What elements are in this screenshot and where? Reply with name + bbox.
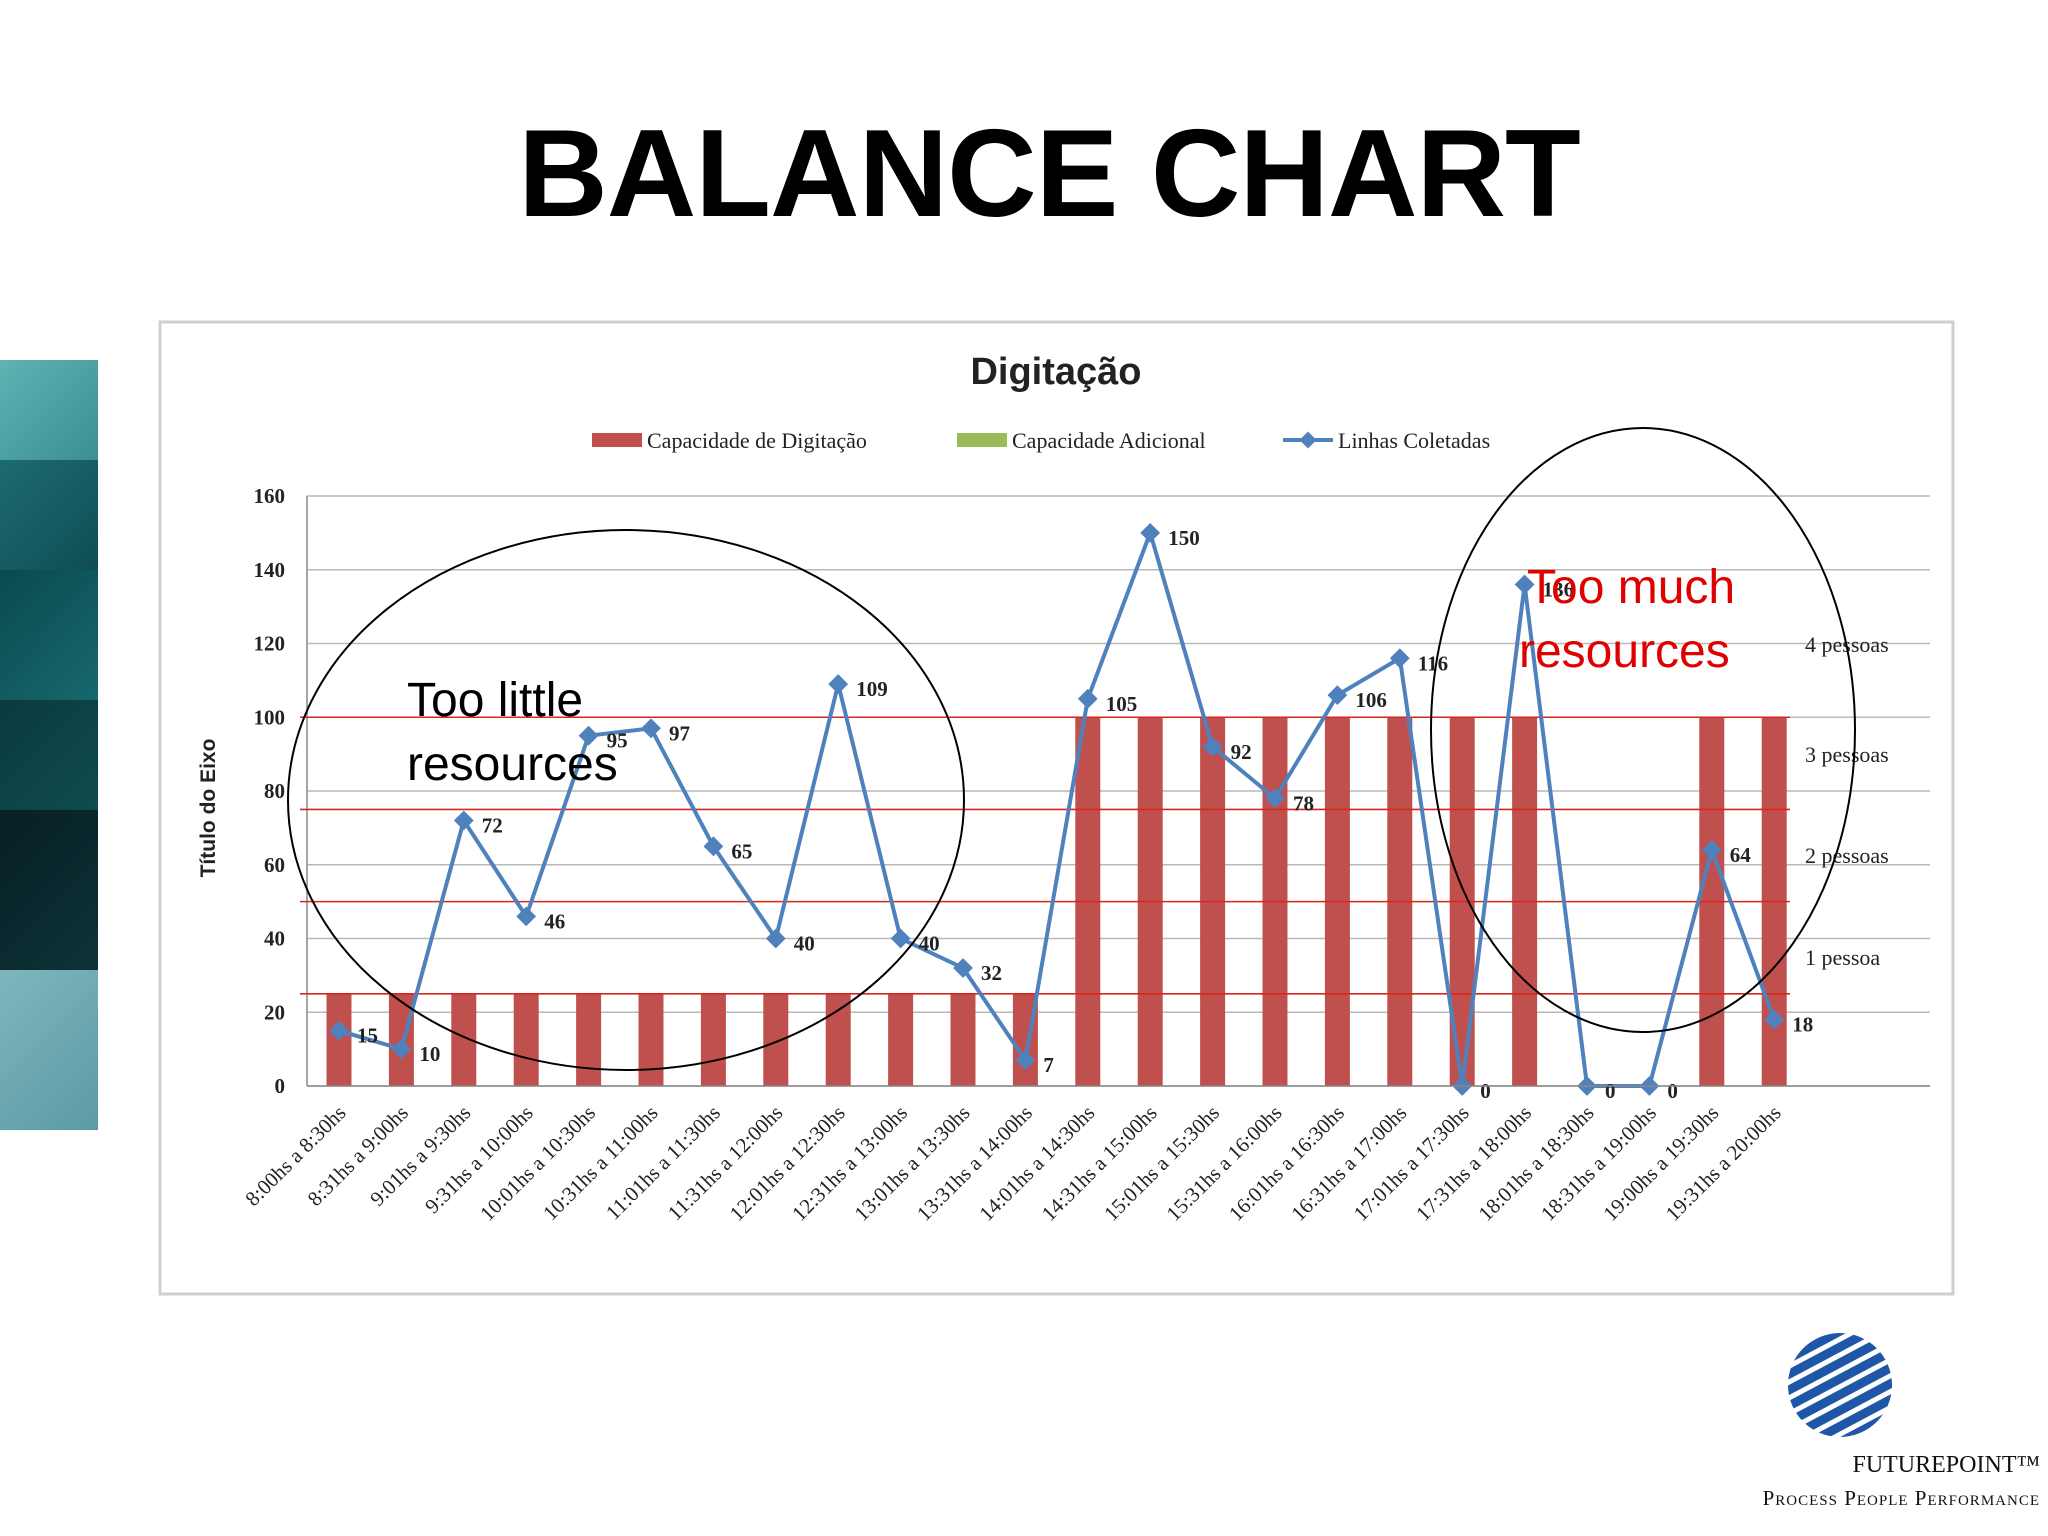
- bar: [513, 993, 539, 1086]
- line-series-path: [338, 526, 1777, 1088]
- data-label: 0: [1667, 1079, 1678, 1103]
- annotation-too-little-line1: Too little: [407, 674, 583, 727]
- line-point: [953, 958, 973, 978]
- line-point: [1764, 1009, 1785, 1030]
- line-point: [578, 725, 599, 746]
- y-axis-title: Título do Eixo: [197, 739, 220, 878]
- y-tick-label: 100: [254, 705, 286, 729]
- reference-line-label: 2 pessoas: [1805, 843, 1889, 868]
- annotation-too-much-line1: Too much: [1527, 561, 1735, 614]
- y-axis: 0 20 40 60 80 100 120 140 160: [254, 484, 308, 1098]
- chart-legend: Capacidade de Digitação Capacidade Adicio…: [592, 428, 1490, 453]
- logo-name: FUTUREPOINT™: [1852, 1452, 2040, 1478]
- legend-label: Capacidade Adicional: [1012, 428, 1206, 453]
- data-label: 0: [1480, 1079, 1491, 1103]
- chart-annotations: Too little resources Too much resources: [407, 561, 1735, 791]
- y-tick-label: 60: [264, 853, 285, 877]
- legend-label: Linhas Coletadas: [1338, 428, 1490, 453]
- logo-tagline: Process People Performance: [1762, 1486, 2040, 1510]
- legend-swatch: [592, 433, 642, 447]
- reference-line-label: 1 pessoa: [1805, 945, 1880, 970]
- line-series: 15 10 72 46 95 97 65 40 109 40 32 7 105 150 92 78 106 116…: [329, 522, 1813, 1103]
- legend-swatch: [957, 433, 1007, 447]
- line-point: [1389, 648, 1410, 669]
- data-label: 92: [1231, 740, 1252, 764]
- side-photo-strip: [0, 360, 98, 1515]
- line-point: [1077, 688, 1098, 709]
- data-label: 116: [1418, 651, 1448, 675]
- line-point: [516, 906, 537, 927]
- y-tick-label: 160: [254, 484, 286, 508]
- too-much-resources-ellipse: [1430, 427, 1856, 1033]
- line-point: [765, 928, 786, 949]
- globe-logo-icon: [1780, 1330, 1900, 1440]
- line-point: [1015, 1050, 1036, 1071]
- bar: [763, 993, 789, 1086]
- bar: [576, 993, 602, 1086]
- line-point: [1140, 522, 1161, 543]
- bar: [950, 993, 976, 1086]
- line-point: [453, 810, 474, 831]
- line-point: [890, 928, 911, 949]
- y-tick-label: 140: [254, 558, 286, 582]
- too-little-resources-ellipse: [287, 529, 965, 1071]
- data-label: 40: [919, 932, 940, 956]
- data-label: 64: [1730, 843, 1752, 867]
- bar: [638, 993, 664, 1086]
- y-tick-label: 20: [264, 1000, 285, 1024]
- y-tick-label: 120: [254, 632, 286, 656]
- line-point: [1202, 736, 1223, 757]
- data-label: 72: [482, 814, 503, 838]
- line-point: [828, 674, 849, 694]
- data-label: 106: [1355, 688, 1387, 712]
- data-label: 78: [1293, 791, 1314, 815]
- data-label: 18: [1792, 1013, 1813, 1037]
- data-label: 7: [1043, 1053, 1054, 1077]
- y-tick-label: 80: [264, 779, 285, 803]
- line-point: [329, 1020, 349, 1041]
- bar: [700, 993, 726, 1086]
- bar: [825, 993, 851, 1086]
- data-label: 136: [1543, 578, 1575, 602]
- futurepoint-logo: FUTUREPOINT™ Process People Performance: [1640, 1330, 2040, 1520]
- chart-title: Digitação: [970, 351, 1141, 393]
- bar: [888, 993, 914, 1086]
- data-label: 46: [544, 909, 565, 933]
- slide-title: BALANCE CHART: [518, 105, 1581, 243]
- annotation-too-little-line2: resources: [407, 738, 618, 791]
- line-point: [1514, 574, 1535, 595]
- data-label: 109: [856, 677, 888, 701]
- data-label: 15: [357, 1024, 378, 1048]
- data-label: 40: [794, 932, 815, 956]
- y-tick-label: 0: [275, 1074, 286, 1098]
- data-label: 32: [981, 961, 1002, 985]
- y-tick-label: 40: [264, 927, 285, 951]
- data-label: 10: [419, 1042, 440, 1066]
- data-label: 105: [1106, 692, 1138, 716]
- data-label: 97: [669, 721, 690, 745]
- annotation-too-much-line2: resources: [1519, 625, 1730, 678]
- line-point: [1327, 685, 1348, 706]
- data-label: 95: [607, 729, 628, 753]
- legend-label: Capacidade de Digitação: [647, 428, 867, 453]
- chart-frame: [158, 320, 1955, 1296]
- reference-line-label: 3 pessoas: [1805, 742, 1889, 767]
- data-label: 0: [1605, 1079, 1616, 1103]
- line-point: [391, 1039, 412, 1060]
- data-label: 65: [731, 839, 752, 863]
- line-point: [1701, 840, 1722, 860]
- line-point: [1265, 788, 1285, 809]
- line-point: [703, 836, 724, 857]
- data-label: 150: [1168, 526, 1200, 550]
- line-point: [641, 718, 661, 739]
